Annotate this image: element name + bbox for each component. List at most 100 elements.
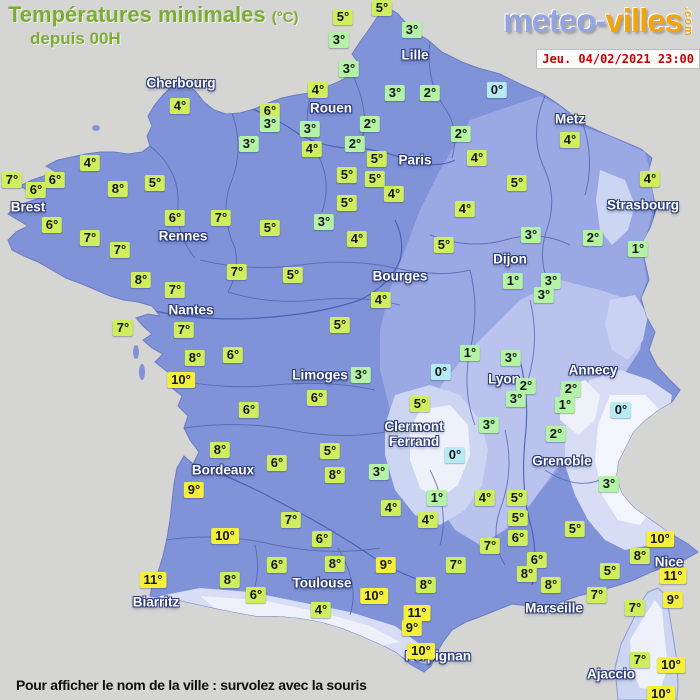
temp-badge[interactable]: 4° [380, 500, 402, 516]
temp-badge[interactable]: 5° [506, 175, 528, 191]
temp-badge[interactable]: 3° [598, 476, 620, 492]
temp-badge[interactable]: 1° [426, 490, 448, 506]
temp-badge[interactable]: 1° [459, 345, 481, 361]
temp-badge[interactable]: 5° [259, 220, 281, 236]
temp-badge[interactable]: 7° [280, 512, 302, 528]
temp-badge[interactable]: 5° [599, 563, 621, 579]
temp-badge[interactable]: 9° [662, 592, 684, 608]
temp-badge[interactable]: 3° [313, 214, 335, 230]
temp-badge[interactable]: 2° [582, 230, 604, 246]
temp-badge[interactable]: 2° [344, 136, 366, 152]
temp-badge[interactable]: 10° [167, 372, 195, 388]
temp-badge[interactable]: 6° [245, 587, 267, 603]
temp-badge[interactable]: 3° [338, 61, 360, 77]
temp-badge[interactable]: 8° [324, 467, 346, 483]
temp-badge[interactable]: 3° [350, 367, 372, 383]
temp-badge[interactable]: 6° [238, 402, 260, 418]
temp-badge[interactable]: 7° [79, 230, 101, 246]
temp-badge[interactable]: 7° [586, 587, 608, 603]
temp-badge[interactable]: 3° [259, 116, 281, 132]
temp-badge[interactable]: 4° [466, 150, 488, 166]
temp-badge[interactable]: 7° [624, 600, 646, 616]
temp-badge[interactable]: 7° [210, 210, 232, 226]
temp-badge[interactable]: 5° [329, 317, 351, 333]
temp-badge[interactable]: 1° [554, 397, 576, 413]
temp-badge[interactable]: 8° [209, 442, 231, 458]
temp-badge[interactable]: 8° [184, 350, 206, 366]
temp-badge[interactable]: 3° [533, 287, 555, 303]
temp-badge[interactable]: 6° [44, 172, 66, 188]
temp-badge[interactable]: 6° [259, 103, 281, 119]
temp-badge[interactable]: 3° [299, 121, 321, 137]
temp-badge[interactable]: 4° [79, 155, 101, 171]
temp-badge[interactable]: 3° [540, 273, 562, 289]
temp-badge[interactable]: 3° [238, 136, 260, 152]
temp-badge[interactable]: 3° [505, 391, 527, 407]
temp-badge[interactable]: 3° [384, 85, 406, 101]
temp-badge[interactable]: 4° [454, 201, 476, 217]
temp-badge[interactable]: 8° [540, 577, 562, 593]
temp-badge[interactable]: 2° [545, 426, 567, 442]
temp-badge[interactable]: 3° [478, 417, 500, 433]
temp-badge[interactable]: 4° [169, 98, 191, 114]
temp-badge[interactable]: 0° [444, 447, 466, 463]
temp-badge[interactable]: 4° [370, 292, 392, 308]
temp-badge[interactable]: 7° [109, 242, 131, 258]
temp-badge[interactable]: 2° [419, 85, 441, 101]
temp-badge[interactable]: 6° [266, 557, 288, 573]
site-logo[interactable]: meteo- villes .com [503, 2, 694, 40]
temp-badge[interactable]: 0° [430, 364, 452, 380]
temp-badge[interactable]: 6° [41, 217, 63, 233]
temp-badge[interactable]: 11° [139, 572, 167, 588]
temp-badge[interactable]: 6° [266, 455, 288, 471]
temp-badge[interactable]: 7° [1, 172, 23, 188]
temp-badge[interactable]: 5° [332, 9, 354, 25]
temp-badge[interactable]: 4° [559, 132, 581, 148]
temp-badge[interactable]: 7° [479, 538, 501, 554]
temp-badge[interactable]: 10° [407, 643, 435, 659]
temp-badge[interactable]: 2° [450, 126, 472, 142]
temp-badge[interactable]: 5° [371, 0, 393, 16]
temp-badge[interactable]: 0° [610, 402, 632, 418]
temp-badge[interactable]: 6° [25, 182, 47, 198]
temp-badge[interactable]: 4° [417, 512, 439, 528]
temp-badge[interactable]: 1° [502, 273, 524, 289]
temp-badge[interactable]: 6° [507, 530, 529, 546]
temp-badge[interactable]: 7° [445, 557, 467, 573]
temp-badge[interactable]: 6° [306, 390, 328, 406]
temp-badge[interactable]: 3° [368, 464, 390, 480]
temp-badge[interactable]: 5° [366, 151, 388, 167]
temp-badge[interactable]: 4° [307, 82, 329, 98]
temp-badge[interactable]: 7° [226, 264, 248, 280]
temp-badge[interactable]: 6° [311, 531, 333, 547]
temp-badge[interactable]: 8° [130, 272, 152, 288]
temp-badge[interactable]: 5° [319, 443, 341, 459]
temp-badge[interactable]: 6° [526, 552, 548, 568]
temp-badge[interactable]: 3° [500, 350, 522, 366]
temp-badge[interactable]: 7° [164, 282, 186, 298]
temp-badge[interactable]: 4° [474, 490, 496, 506]
temp-badge[interactable]: 5° [507, 510, 529, 526]
temp-badge[interactable]: 3° [328, 32, 350, 48]
temp-badge[interactable]: 9° [375, 557, 397, 573]
temp-badge[interactable]: 4° [346, 231, 368, 247]
temp-badge[interactable]: 5° [433, 237, 455, 253]
temp-badge[interactable]: 5° [336, 167, 358, 183]
temp-badge[interactable]: 10° [646, 531, 674, 547]
temp-badge[interactable]: 8° [324, 556, 346, 572]
temp-badge[interactable]: 11° [403, 605, 431, 621]
temp-badge[interactable]: 4° [310, 602, 332, 618]
temp-badge[interactable]: 8° [516, 566, 538, 582]
temp-badge[interactable]: 8° [629, 548, 651, 564]
temp-badge[interactable]: 5° [144, 175, 166, 191]
temp-badge[interactable]: 3° [401, 22, 423, 38]
temp-badge[interactable]: 3° [520, 227, 542, 243]
temp-badge[interactable]: 9° [183, 482, 205, 498]
temp-badge[interactable]: 8° [107, 181, 129, 197]
temp-badge[interactable]: 7° [173, 322, 195, 338]
temp-badge[interactable]: 7° [112, 320, 134, 336]
temp-badge[interactable]: 5° [364, 171, 386, 187]
temp-badge[interactable]: 11° [659, 568, 687, 584]
temp-badge[interactable]: 5° [336, 195, 358, 211]
temp-badge[interactable]: 2° [515, 378, 537, 394]
